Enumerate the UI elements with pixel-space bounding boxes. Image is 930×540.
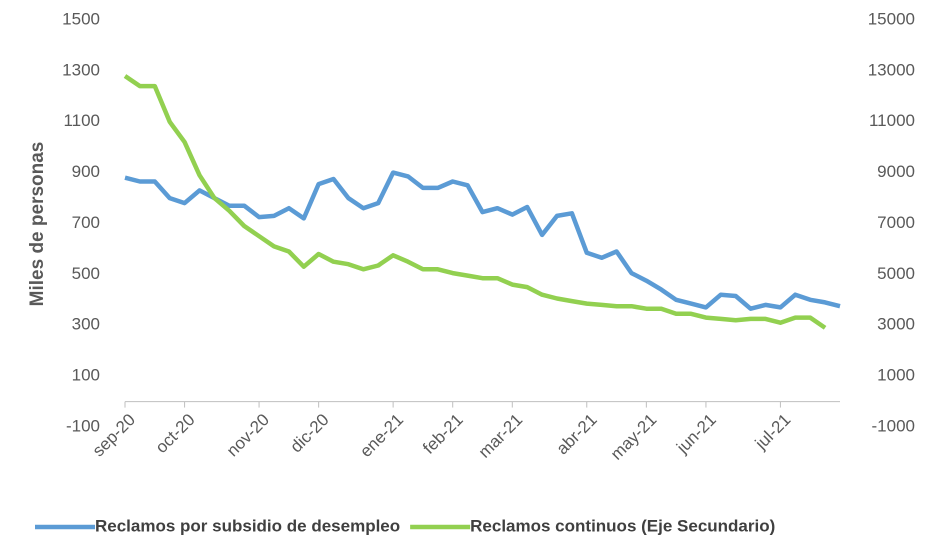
y2-tick-label: 1000 <box>877 366 915 385</box>
x-tick-label: feb-21 <box>419 410 467 458</box>
y-axis-label: Miles de personas <box>27 142 48 307</box>
x-tick-label: oct-20 <box>152 410 199 457</box>
legend-label: Reclamos por subsidio de desempleo <box>95 516 400 535</box>
y-tick-label: 300 <box>72 315 100 334</box>
y-tick-label: 1300 <box>62 60 100 79</box>
y2-tick-label: -1000 <box>872 416 915 435</box>
x-tick-label: jun-21 <box>672 410 720 458</box>
y-tick-label: 500 <box>72 264 100 283</box>
y2-tick-label: 9000 <box>877 162 915 181</box>
y2-tick-label: 7000 <box>877 213 915 232</box>
legend-label: Reclamos continuos (Eje Secundario) <box>470 516 775 535</box>
y-tick-label: 700 <box>72 213 100 232</box>
x-tick-label: dic-20 <box>286 410 332 456</box>
y2-tick-label: 11000 <box>869 111 915 130</box>
y2-tick-label: 5000 <box>877 264 915 283</box>
y-tick-label: 900 <box>72 162 100 181</box>
y-tick-label: -100 <box>66 416 100 435</box>
y2-tick-label: 15000 <box>868 9 915 28</box>
x-tick-label: may-21 <box>607 410 661 464</box>
x-tick-label: nov-20 <box>223 410 273 460</box>
y2-tick-label: 13000 <box>868 60 915 79</box>
x-tick-label: mar-21 <box>475 410 527 462</box>
x-tick-label: ene-21 <box>356 410 407 461</box>
series-line <box>123 74 827 330</box>
series-line <box>124 170 841 311</box>
y-tick-label: 100 <box>72 366 100 385</box>
x-tick-label: abr-21 <box>553 410 601 458</box>
x-tick-label: jul-21 <box>751 410 795 454</box>
y-tick-label: 1500 <box>62 9 100 28</box>
y-tick-label: 1100 <box>63 111 100 130</box>
y2-tick-label: 3000 <box>877 315 915 334</box>
